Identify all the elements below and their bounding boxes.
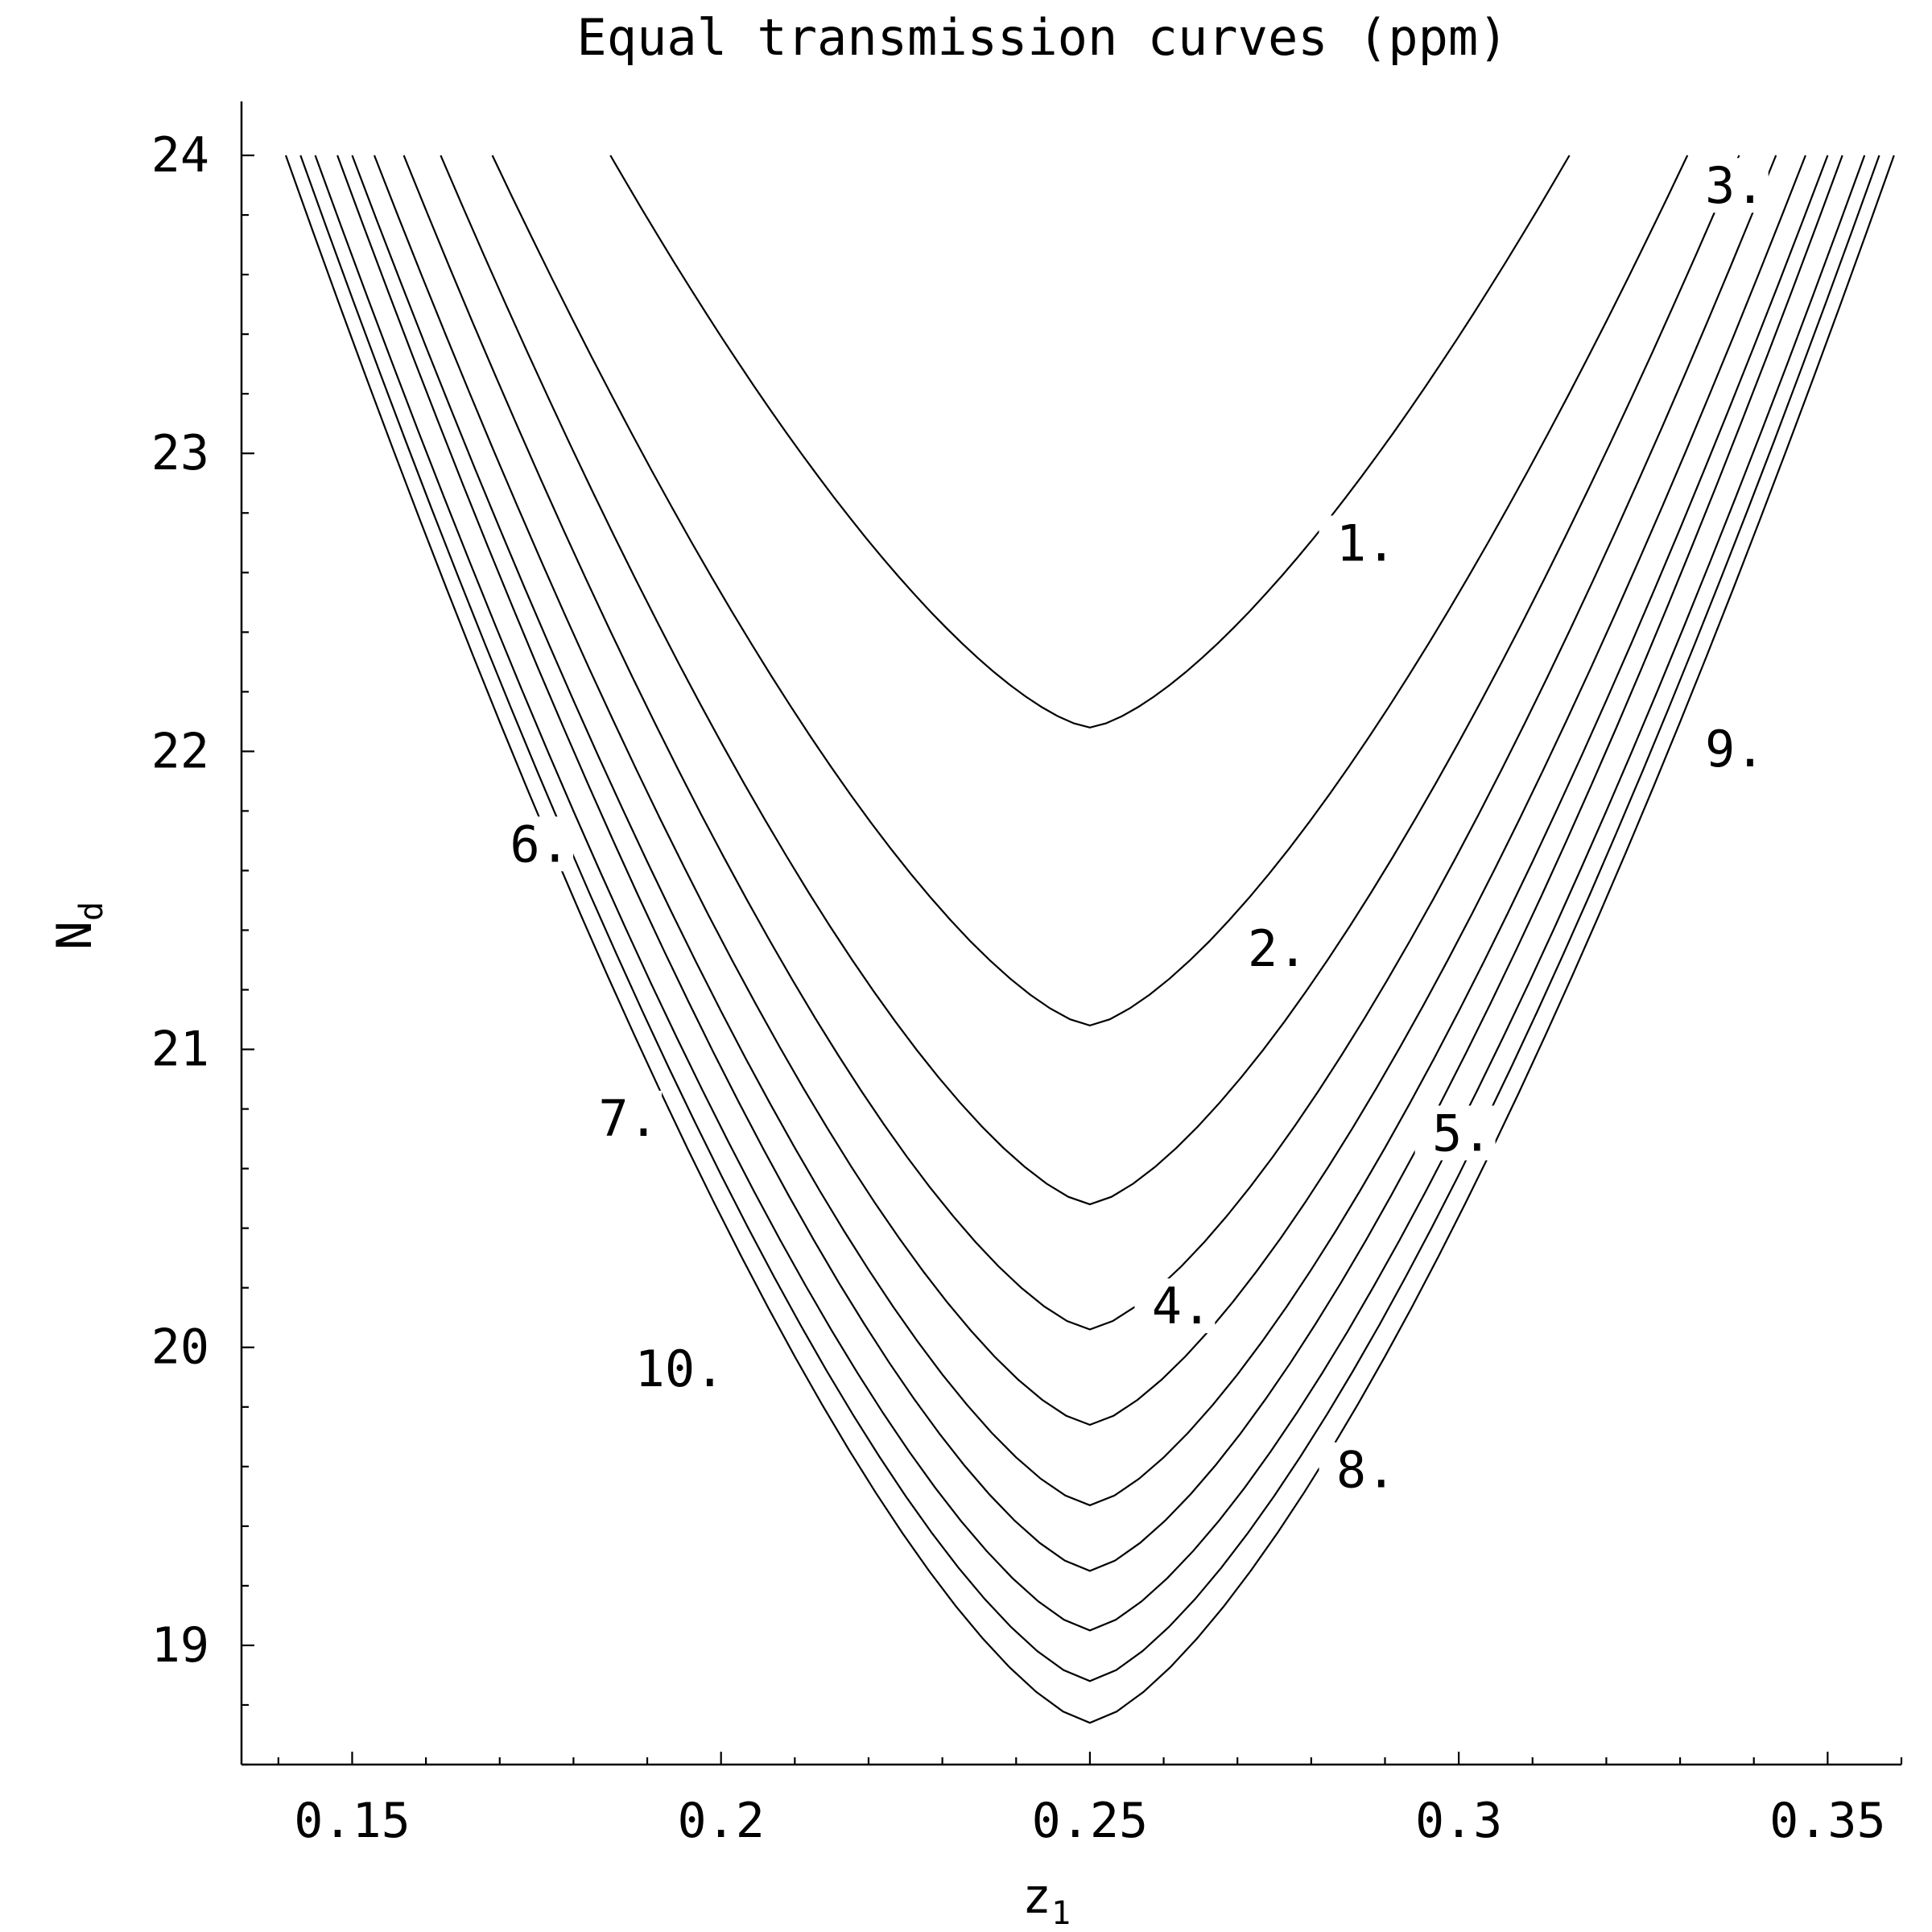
- chart-title: Equal transmission curves (ppm): [576, 8, 1508, 67]
- contour-line-9: [299, 155, 1880, 1682]
- contour-lines: [284, 155, 1895, 1724]
- x-tick-label: 0.2: [678, 1793, 765, 1849]
- contour-label-8: 8.: [1336, 1441, 1397, 1500]
- contour-label-5: 5.: [1432, 1104, 1492, 1162]
- y-tick-label: 20: [151, 1319, 209, 1376]
- contour-labels: 1. 2. 3. 4. 5. 6. 7. 8. 9. 10.: [493, 156, 1769, 1500]
- contour-line-8: [314, 155, 1866, 1632]
- contour-label-background: [1414, 1105, 1496, 1161]
- x-axis-ticks: 0.15 0.2 0.25 0.3 0.35: [277, 1752, 1903, 1849]
- contour-label-1: 1.: [1336, 514, 1397, 572]
- contour-label-4: 4.: [1152, 1277, 1212, 1335]
- contour-line-3: [440, 155, 1740, 1206]
- contour-line-4: [402, 155, 1777, 1331]
- y-axis-label: Nd: [47, 902, 110, 950]
- contour-label-background: [1319, 1442, 1400, 1497]
- x-tick-label: 0.15: [294, 1793, 411, 1849]
- y-tick-label: 22: [151, 723, 209, 779]
- contour-label-7: 7.: [598, 1089, 658, 1148]
- contour-label-6: 6.: [510, 815, 570, 873]
- x-axis-label: z1: [1022, 1868, 1071, 1932]
- contour-label-background: [581, 1090, 663, 1146]
- contour-label-10: 10.: [635, 1340, 725, 1398]
- contour-label-background: [1687, 720, 1769, 776]
- x-axis-label-main: z: [1022, 1868, 1051, 1925]
- y-axis-ticks: 19 20 21 22 23 24: [151, 127, 254, 1766]
- contour-line-10: [284, 155, 1895, 1724]
- contour-line-2: [491, 155, 1689, 1027]
- contour-line-7: [336, 155, 1843, 1572]
- contour-line-5: [373, 155, 1806, 1426]
- contour-label-background: [1134, 1278, 1216, 1334]
- contour-label-3: 3.: [1705, 156, 1765, 215]
- x-tick-label: 0.3: [1415, 1793, 1502, 1849]
- x-axis-label-sub: 1: [1051, 1895, 1071, 1932]
- contour-label-background: [1230, 920, 1311, 976]
- contour-label-background: [647, 1340, 729, 1396]
- y-tick-label: 23: [151, 425, 209, 481]
- contour-label-background: [1687, 158, 1769, 213]
- contour-label-background: [1319, 515, 1400, 571]
- y-tick-label: 19: [151, 1617, 209, 1674]
- contour-line-1: [609, 155, 1571, 729]
- x-tick-label: 0.25: [1032, 1793, 1149, 1849]
- y-tick-label: 24: [151, 127, 209, 184]
- y-axis-label-sub: d: [73, 902, 110, 921]
- contour-label-9: 9.: [1705, 720, 1765, 778]
- contour-line-6: [351, 155, 1829, 1507]
- contour-label-background: [493, 816, 574, 872]
- y-axis-label-main: N: [47, 921, 103, 950]
- contour-label-2: 2.: [1248, 919, 1308, 978]
- y-tick-label: 21: [151, 1022, 209, 1078]
- x-tick-label: 0.35: [1769, 1793, 1886, 1849]
